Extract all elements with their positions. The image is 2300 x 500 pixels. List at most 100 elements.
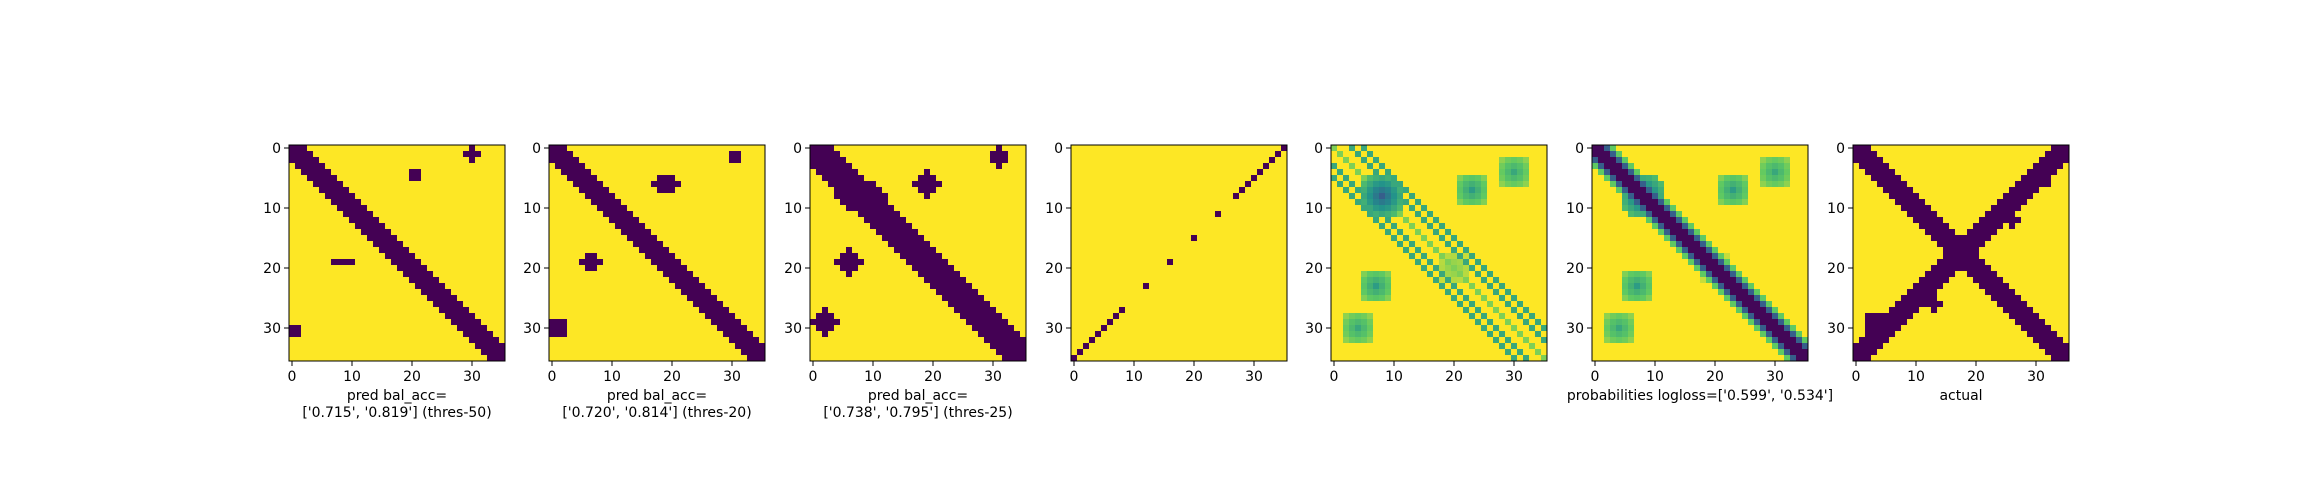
heatmap-cell bbox=[972, 145, 979, 152]
heatmap-cell bbox=[930, 163, 937, 170]
heatmap-cell bbox=[918, 325, 925, 332]
heatmap-cell bbox=[561, 193, 568, 200]
heatmap-cell bbox=[325, 265, 332, 272]
heatmap-cell bbox=[888, 343, 895, 350]
heatmap-cell bbox=[681, 217, 688, 224]
heatmap-cell bbox=[421, 157, 428, 164]
heatmap-cell bbox=[978, 331, 985, 338]
heatmap-cell bbox=[675, 295, 682, 302]
heatmap-cell bbox=[555, 301, 562, 308]
heatmap-cell bbox=[699, 277, 706, 284]
heatmap-cell bbox=[1173, 151, 1180, 158]
heatmap-cell bbox=[996, 289, 1003, 296]
heatmap-cell bbox=[639, 253, 646, 260]
heatmap-cell bbox=[1233, 157, 1240, 164]
heatmap-cell bbox=[924, 253, 931, 260]
heatmap-cell bbox=[1143, 187, 1150, 194]
heatmap-cell bbox=[858, 217, 865, 224]
heatmap-cell bbox=[948, 247, 955, 254]
heatmap-cell bbox=[307, 229, 314, 236]
heatmap-cell bbox=[403, 175, 410, 182]
heatmap-cell bbox=[1113, 181, 1120, 188]
heatmap-cell bbox=[597, 253, 604, 260]
heatmap-cell bbox=[996, 259, 1003, 266]
heatmap-cell bbox=[585, 319, 592, 326]
heatmap-cell bbox=[1161, 253, 1168, 260]
heatmap-cell bbox=[828, 175, 835, 182]
heatmap-cell bbox=[960, 343, 967, 350]
heatmap-cell bbox=[445, 223, 452, 230]
heatmap-cell bbox=[549, 331, 556, 338]
heatmap-cell bbox=[1143, 145, 1150, 152]
heatmap-cell bbox=[1233, 271, 1240, 278]
heatmap-cell bbox=[295, 241, 302, 248]
heatmap-cell bbox=[385, 247, 392, 254]
heatmap-cell bbox=[1221, 223, 1228, 230]
heatmap-cell bbox=[1083, 301, 1090, 308]
heatmap-cell bbox=[669, 283, 676, 290]
heatmap-cell bbox=[723, 145, 730, 152]
heatmap-cell bbox=[1143, 301, 1150, 308]
heatmap-cell bbox=[912, 343, 919, 350]
heatmap-cell bbox=[735, 223, 742, 230]
heatmap-cell bbox=[409, 295, 416, 302]
heatmap-cell bbox=[579, 259, 586, 266]
heatmap-cell bbox=[894, 277, 901, 284]
heatmap-cell bbox=[1173, 187, 1180, 194]
heatmap-cell bbox=[888, 271, 895, 278]
heatmap-cell bbox=[645, 283, 652, 290]
heatmap-cell bbox=[1167, 157, 1174, 164]
heatmap-cell bbox=[1071, 163, 1078, 170]
heatmap-cell bbox=[1179, 157, 1186, 164]
heatmap-cell bbox=[876, 241, 883, 248]
heatmap-cell bbox=[687, 307, 694, 314]
heatmap-cell bbox=[379, 205, 386, 212]
heatmap-cell bbox=[846, 313, 853, 320]
heatmap-cell bbox=[1107, 289, 1114, 296]
heatmap-cell bbox=[1131, 229, 1138, 236]
heatmap-cell bbox=[966, 289, 973, 296]
heatmap-cell bbox=[1143, 283, 1150, 290]
heatmap-cell bbox=[603, 259, 610, 266]
heatmap-cell bbox=[301, 301, 308, 308]
heatmap-cell bbox=[846, 253, 853, 260]
heatmap-cell bbox=[717, 157, 724, 164]
heatmap-cell bbox=[1227, 295, 1234, 302]
heatmap-cell bbox=[427, 241, 434, 248]
heatmap-cell bbox=[834, 349, 841, 356]
heatmap-cell bbox=[397, 205, 404, 212]
heatmap-cell bbox=[561, 217, 568, 224]
heatmap-cell bbox=[669, 169, 676, 176]
heatmap-cell bbox=[325, 331, 332, 338]
heatmap-cell bbox=[1209, 211, 1216, 218]
heatmap-cell bbox=[1101, 175, 1108, 182]
heatmap-cell bbox=[445, 175, 452, 182]
heatmap-cell bbox=[711, 277, 718, 284]
heatmap-cell bbox=[597, 343, 604, 350]
heatmap-cell bbox=[1119, 277, 1126, 284]
heatmap-cell bbox=[1161, 229, 1168, 236]
heatmap-cell bbox=[711, 265, 718, 272]
heatmap-cell bbox=[723, 169, 730, 176]
heatmap-cell bbox=[723, 319, 730, 326]
heatmap-cell bbox=[391, 253, 398, 260]
heatmap-cell bbox=[451, 241, 458, 248]
heatmap-cell bbox=[373, 259, 380, 266]
heatmap-cell bbox=[723, 295, 730, 302]
heatmap-cell bbox=[549, 217, 556, 224]
heatmap-cell bbox=[753, 331, 760, 338]
heatmap-cell bbox=[463, 349, 470, 356]
heatmap-cell bbox=[1143, 277, 1150, 284]
heatmap-cell bbox=[1095, 211, 1102, 218]
heatmap-cell bbox=[948, 349, 955, 356]
heatmap-cell bbox=[846, 229, 853, 236]
heatmap-cell bbox=[579, 217, 586, 224]
heatmap-cell bbox=[585, 343, 592, 350]
heatmap-cell bbox=[741, 163, 748, 170]
heatmap-cell bbox=[747, 331, 754, 338]
heatmap-cell bbox=[355, 283, 362, 290]
axes-frame bbox=[288, 144, 506, 362]
heatmap-cell bbox=[960, 307, 967, 314]
heatmap-cell bbox=[621, 241, 628, 248]
heatmap-cell bbox=[615, 157, 622, 164]
